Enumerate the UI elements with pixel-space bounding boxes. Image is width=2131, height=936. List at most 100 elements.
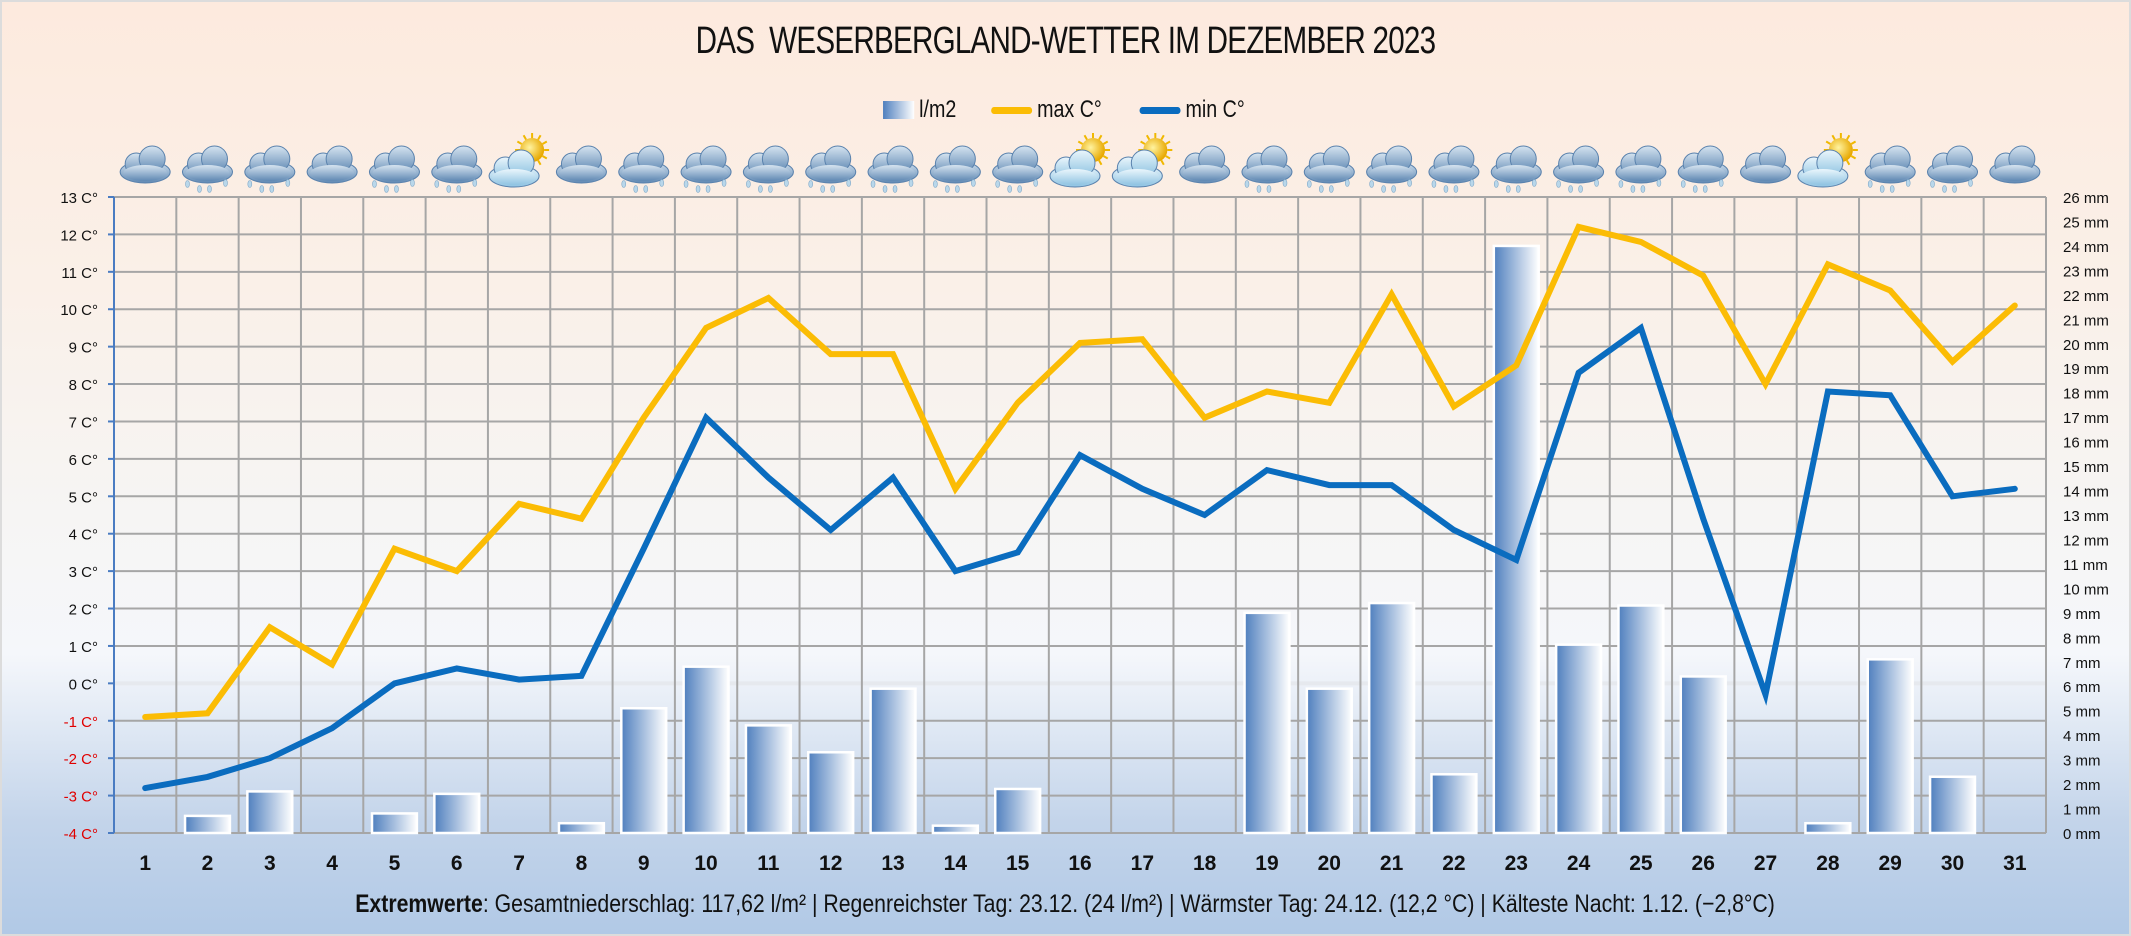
rain-bar (869, 687, 917, 835)
sun-ray (541, 155, 548, 160)
rain-drop (1942, 185, 1947, 193)
weather-icons-row (119, 133, 2041, 193)
legend-label-rain: l/m2 (919, 96, 957, 123)
rain-drop (820, 185, 826, 193)
rain-icon (1677, 145, 1729, 193)
sun-ray (1831, 134, 1836, 141)
rain-drop (705, 185, 711, 193)
rain-drop (1656, 179, 1662, 187)
sun-ray (1846, 159, 1851, 166)
sun-ray (1846, 134, 1851, 141)
rain-drop (1930, 180, 1935, 188)
rain-drop (971, 179, 976, 187)
rain-drop (1007, 185, 1012, 193)
rain-icon (992, 145, 1044, 193)
rain-drop (1431, 180, 1437, 188)
sun-ray (1102, 140, 1109, 145)
x-tick-label: 24 (1567, 852, 1591, 875)
rain-icon (368, 145, 420, 193)
rain-drop (1017, 185, 1022, 193)
sun-ray (541, 140, 548, 145)
sun-ray (522, 134, 527, 141)
cloud-part (492, 169, 537, 185)
sun-ray (1083, 134, 1088, 141)
rain-bar (557, 821, 606, 835)
rain-drop (1879, 185, 1885, 193)
rain-bar (183, 814, 232, 835)
cloud-part (1556, 165, 1601, 181)
legend-label-min: min C° (1184, 96, 1245, 123)
y-right-tick-label: 10 mm (2063, 581, 2109, 598)
rain-drop (758, 185, 763, 193)
y-right-tick-label: 12 mm (2063, 532, 2109, 549)
rain-drop (768, 185, 773, 193)
rain-drop (1282, 179, 1288, 187)
sun-ray (1850, 155, 1857, 160)
rain-drop (223, 179, 228, 187)
cloud-part (1494, 165, 1539, 181)
cloud-part (123, 165, 168, 181)
sun-ray (1825, 140, 1831, 145)
rain-drop (185, 180, 190, 188)
x-tick-label: 13 (881, 852, 904, 875)
x-tick-label: 11 (757, 852, 780, 875)
legend-min-swatch (1139, 106, 1181, 114)
y-left-tick-label: 5 C° (69, 489, 98, 506)
y-right-tick-label: 14 mm (2063, 484, 2109, 501)
x-tick-label: 27 (1754, 852, 1777, 875)
rain-icon (1615, 145, 1667, 193)
rain-drop (446, 185, 452, 193)
rain-drop (830, 185, 836, 193)
x-tick-label: 29 (1879, 852, 1902, 875)
rain-drop (1515, 185, 1521, 193)
rain-bar (807, 751, 855, 835)
legend-item-max: max C° (990, 96, 1101, 124)
rain-bar (1928, 775, 1977, 835)
legend-bar-swatch (883, 101, 915, 119)
rain-drop (995, 180, 1000, 188)
cloud-part (1681, 165, 1726, 181)
rain-drop (1453, 185, 1459, 193)
rain-drop (1381, 185, 1386, 193)
x-tick-label: 10 (694, 852, 717, 875)
rain-drop (1469, 179, 1475, 187)
rain-bar (433, 792, 481, 835)
x-tick-label: 8 (576, 852, 588, 875)
rain-bar (620, 706, 668, 835)
x-tick-label: 1 (139, 852, 151, 875)
sun-ray (1098, 134, 1103, 141)
cloudy-icon (1740, 145, 1792, 184)
sun-ray (1160, 159, 1165, 166)
rain-drop (1640, 185, 1646, 193)
rain-icon (1366, 145, 1418, 193)
rain-drop (870, 180, 876, 188)
y-left-tick-label: 6 C° (69, 452, 98, 469)
sun-ray (1077, 140, 1084, 145)
y-left-tick-label: -1 C° (64, 714, 98, 731)
cloud-part (1992, 165, 2037, 181)
cloud-part (559, 165, 604, 181)
cloud-part (310, 165, 355, 181)
rain-drop (955, 185, 960, 193)
cloud-part (995, 165, 1040, 181)
x-tick-label: 7 (513, 852, 525, 875)
y-left-tick-label: -4 C° (64, 826, 98, 843)
rain-drop (643, 185, 649, 193)
y-left-tick-label: 0 C° (69, 676, 98, 693)
rain-drop (269, 185, 275, 193)
rain-drop (1952, 185, 1957, 193)
cloud-part (1182, 165, 1227, 181)
y-left-tick-label: 2 C° (69, 602, 98, 619)
rain-drop (683, 180, 689, 188)
rain-icon (181, 145, 233, 193)
y-left-tick-label: -2 C° (64, 751, 98, 768)
cloudy-icon (306, 145, 358, 184)
rain-drop (456, 185, 462, 193)
rain-bar (682, 665, 730, 835)
min-temp-line (142, 323, 2018, 792)
rain-drop (410, 179, 415, 187)
y-right-tick-label: 25 mm (2063, 214, 2109, 231)
x-tick-label: 31 (2003, 852, 2027, 875)
rain-drop (1968, 179, 1973, 187)
